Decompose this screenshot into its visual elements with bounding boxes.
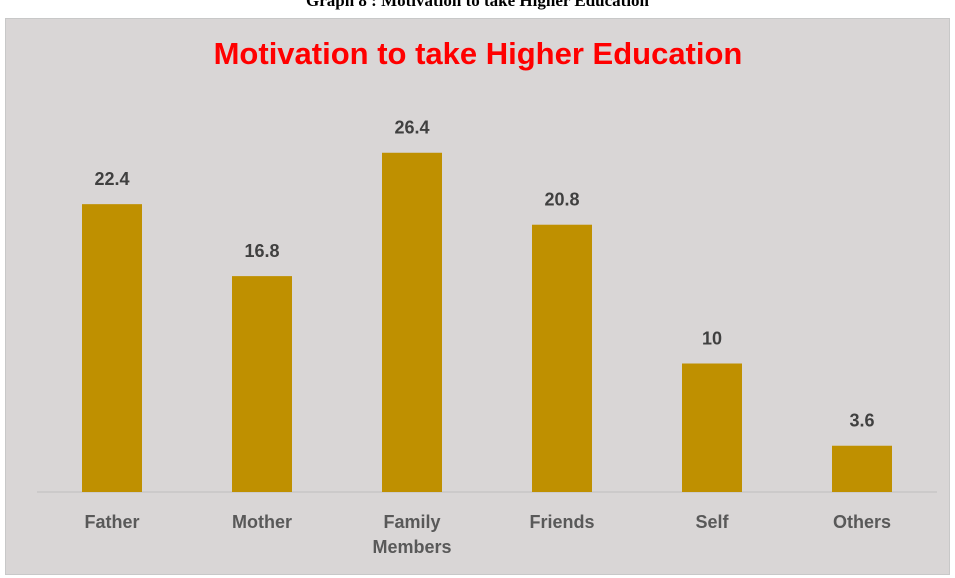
x-tick-label: Friends (529, 512, 595, 532)
data-label: 26.4 (394, 118, 429, 138)
x-tick-label: Self (695, 512, 729, 532)
data-label: 10 (702, 328, 722, 348)
bar (682, 363, 742, 492)
caption: Graph 8 : Motivation to take Higher Educ… (306, 0, 649, 10)
data-label: 3.6 (849, 410, 874, 430)
bar (532, 224, 592, 492)
data-label: 22.4 (94, 169, 129, 189)
bar (82, 204, 142, 492)
chart-title: Motivation to take Higher Education (214, 36, 743, 71)
bar (232, 276, 292, 492)
data-label: 16.8 (244, 241, 279, 261)
bar (832, 445, 892, 492)
bar (382, 152, 442, 492)
chart-area (5, 18, 950, 575)
x-tick-label: Mother (232, 512, 292, 532)
x-tick-label: Father (84, 512, 140, 532)
x-tick-label: Family Members (372, 512, 452, 557)
data-label: 20.8 (544, 189, 579, 209)
x-tick-label: Others (832, 512, 892, 532)
